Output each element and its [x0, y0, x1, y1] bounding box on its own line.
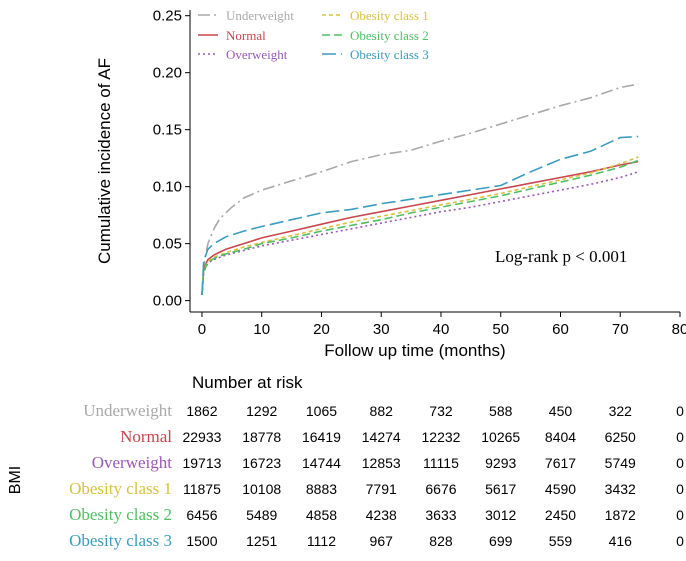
- legend-label: Obesity class 3: [350, 47, 429, 62]
- risk-cell: 1251: [246, 533, 277, 549]
- series-line-underweight: [201, 83, 639, 295]
- risk-table-group-label: BMI: [7, 466, 24, 494]
- risk-cell: 9293: [485, 455, 516, 471]
- risk-cell: 11115: [423, 455, 459, 471]
- log-rank-annotation: Log-rank p < 0.001: [495, 247, 627, 266]
- risk-cell: 450: [549, 403, 573, 419]
- risk-cell: 12853: [362, 455, 401, 471]
- risk-cell: 19713: [182, 455, 221, 471]
- plot-area: 0.00 0.05 0.10 0.15 0.20 0.25 0 10 20 30 40 50 60 70 8…: [95, 8, 686, 360]
- risk-cell: 1500: [186, 533, 217, 549]
- x-tick-label: 10: [253, 321, 270, 338]
- x-tick-label: 80: [672, 321, 686, 338]
- risk-cell: 10108: [242, 481, 281, 497]
- x-tick-label: 0: [198, 321, 206, 338]
- risk-cell: 11875: [183, 481, 221, 497]
- x-tick-label: 20: [313, 321, 330, 338]
- risk-cell: 16419: [302, 429, 341, 445]
- risk-cell: 8404: [545, 429, 576, 445]
- legend: Underweight Normal Overweight Obesity class…: [198, 8, 429, 62]
- x-tick-label: 70: [612, 321, 629, 338]
- risk-cell: 22933: [182, 429, 221, 445]
- risk-cell: 322: [609, 403, 633, 419]
- risk-row-label: Obesity class 3: [69, 531, 172, 550]
- risk-cell: 732: [429, 403, 453, 419]
- risk-row-label: Overweight: [92, 453, 173, 472]
- y-tick-label: 0.05: [153, 236, 182, 253]
- risk-row-label: Obesity class 1: [69, 479, 172, 498]
- x-tick-label: 60: [552, 321, 569, 338]
- y-axis-label: Cumulative incidence of AF: [95, 58, 114, 264]
- risk-cell: 0: [676, 455, 684, 471]
- risk-cell: 10265: [481, 429, 520, 445]
- series-line-obesity-class-1: [201, 156, 639, 295]
- y-tick-label: 0.20: [153, 65, 182, 82]
- risk-cell: 882: [370, 403, 394, 419]
- legend-label: Obesity class 2: [350, 28, 429, 43]
- risk-cell: 559: [549, 533, 573, 549]
- x-tick-label: 30: [373, 321, 390, 338]
- risk-row-label: Normal: [120, 427, 172, 446]
- risk-cell: 3432: [605, 481, 636, 497]
- risk-cell: 0: [676, 507, 684, 523]
- risk-table-title: Number at risk: [192, 373, 303, 392]
- risk-cell: 14744: [302, 455, 341, 471]
- risk-cell: 4858: [306, 507, 337, 523]
- y-tick-label: 0.00: [153, 293, 182, 310]
- legend-label: Obesity class 1: [350, 8, 429, 23]
- risk-cell: 12232: [422, 429, 461, 445]
- x-tick-label: 40: [433, 321, 450, 338]
- risk-cell: 1872: [605, 507, 636, 523]
- x-tick-label: 50: [492, 321, 509, 338]
- risk-cell: 1065: [306, 403, 337, 419]
- risk-cell: 6676: [425, 481, 456, 497]
- legend-label: Overweight: [226, 47, 288, 62]
- legend-label: Underweight: [226, 8, 294, 23]
- risk-row-label: Obesity class 2: [69, 505, 172, 524]
- series-line-normal: [201, 160, 639, 295]
- risk-cell: 588: [489, 403, 513, 419]
- risk-cell: 0: [676, 481, 684, 497]
- risk-cell: 6456: [186, 507, 217, 523]
- risk-cell: 0: [676, 533, 684, 549]
- risk-cell: 6250: [605, 429, 636, 445]
- risk-cell: 0: [676, 403, 684, 419]
- risk-cell: 699: [489, 533, 513, 549]
- risk-row-label: Underweight: [83, 401, 172, 420]
- risk-cell: 967: [370, 533, 394, 549]
- risk-cell: 4238: [366, 507, 397, 523]
- series-line-overweight: [201, 171, 639, 295]
- risk-cell: 8883: [306, 481, 337, 497]
- series-line-obesity-class-2: [201, 159, 639, 295]
- risk-cell: 4590: [545, 481, 576, 497]
- risk-cell: 18778: [242, 429, 281, 445]
- risk-cell: 1292: [246, 403, 277, 419]
- risk-cell: 828: [429, 533, 453, 549]
- risk-cell: 7791: [366, 481, 397, 497]
- series-line-obesity-class-3: [201, 135, 639, 295]
- y-tick-label: 0.25: [153, 8, 182, 25]
- risk-cell: 2450: [545, 507, 576, 523]
- x-axis-label: Follow up time (months): [324, 341, 505, 360]
- risk-table: Number at risk BMI Underweight 1862 1292 1065…: [7, 373, 684, 550]
- risk-cell: 3633: [425, 507, 456, 523]
- risk-cell: 1862: [186, 403, 217, 419]
- risk-cell: 3012: [485, 507, 516, 523]
- legend-label: Normal: [226, 28, 266, 43]
- y-tick-label: 0.10: [153, 179, 182, 196]
- risk-cell: 7617: [545, 455, 576, 471]
- risk-cell: 5617: [485, 481, 516, 497]
- risk-cell: 14274: [362, 429, 401, 445]
- risk-cell: 1112: [307, 533, 336, 549]
- risk-cell: 416: [609, 533, 633, 549]
- risk-cell: 0: [676, 429, 684, 445]
- risk-cell: 5749: [605, 455, 636, 471]
- risk-cell: 5489: [246, 507, 277, 523]
- y-tick-label: 0.15: [153, 122, 182, 139]
- risk-cell: 16723: [242, 455, 281, 471]
